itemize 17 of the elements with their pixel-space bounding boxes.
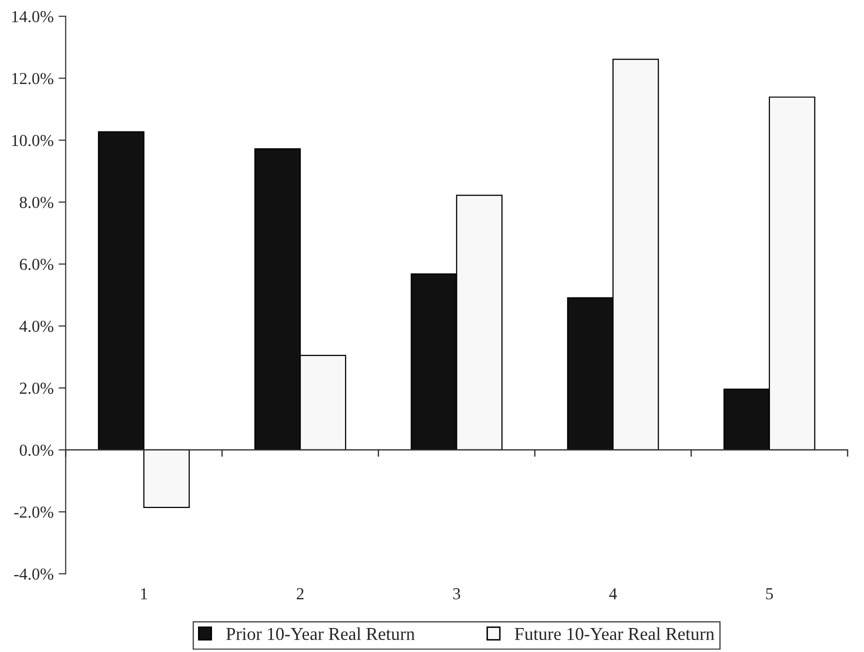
y-tick-label: -4.0%: [14, 568, 54, 580]
legend-label: Prior 10-Year Real Return: [226, 627, 415, 640]
y-tick-label: 10.0%: [12, 134, 54, 146]
y-tick-label: 12.0%: [12, 72, 54, 84]
y-tick-label: 4.0%: [19, 320, 54, 332]
x-tick-label: 3: [453, 588, 460, 600]
y-tick-label: 14.0%: [12, 11, 54, 22]
y-tick-label: 8.0%: [20, 196, 54, 208]
y-tick-label: 0.0%: [20, 444, 54, 456]
x-tick-label: 5: [766, 588, 773, 600]
y-tick-label: 2.0%: [20, 382, 54, 394]
legend-label: Future 10-Year Real Return: [514, 627, 714, 640]
x-tick-label: 4: [609, 588, 617, 600]
y-tick-label: 6.0%: [20, 258, 54, 270]
x-tick-label: 1: [141, 588, 148, 600]
y-tick-label: -2.0%: [14, 506, 54, 518]
x-tick-label: 2: [296, 588, 304, 600]
